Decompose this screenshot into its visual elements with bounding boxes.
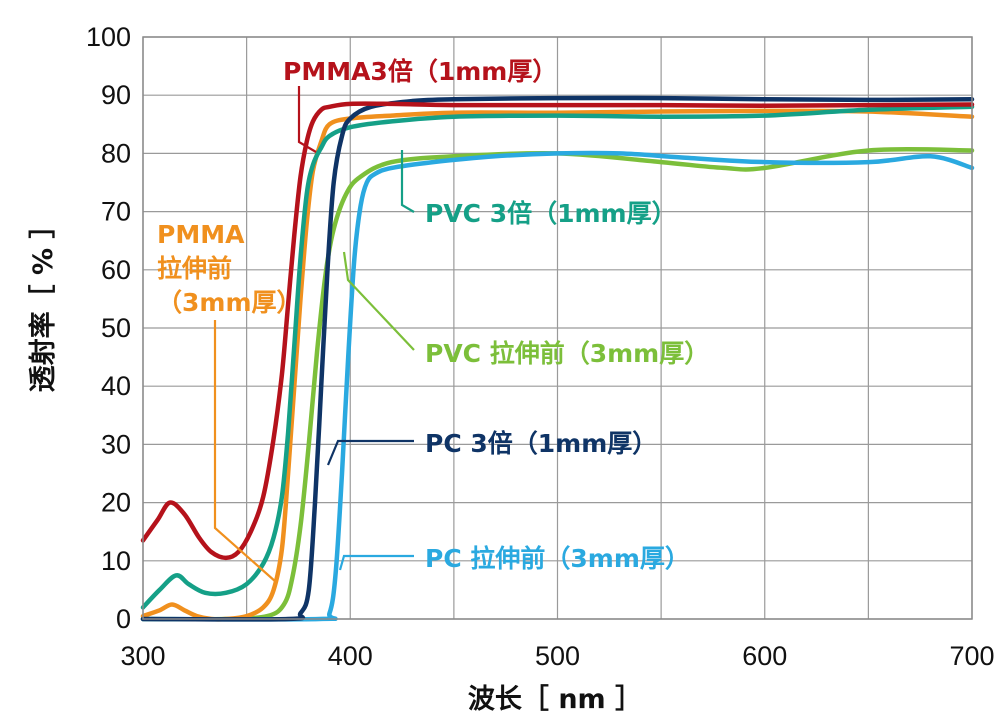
series-lines: [140, 95, 975, 622]
y-tick-label: 60: [101, 255, 131, 285]
series-line-3: [140, 146, 975, 622]
axis-tick-labels: 0 10 20 30 40 50 60 70 80 90 100 300 400 500 600 700: [86, 22, 995, 671]
y-tick-label: 40: [101, 371, 131, 401]
leader-line-1: [213, 320, 277, 583]
leader-line-0: [297, 86, 317, 153]
y-tick-label: 70: [101, 197, 131, 227]
annotation-leader-lines: [213, 86, 415, 583]
y-axis-title: 透射率［ % ］: [27, 212, 59, 393]
x-tick-label: 300: [120, 641, 165, 671]
series-line-0: [140, 101, 975, 561]
leader-line-2: [400, 150, 415, 213]
leader-line-4: [326, 439, 414, 466]
leader-line-3: [342, 251, 415, 351]
y-tick-label: 30: [101, 429, 131, 459]
series-label-2: PVC 3倍（1mm厚）: [425, 199, 677, 228]
x-tick-label: 500: [535, 641, 580, 671]
series-label-3: PVC 拉伸前（3mm厚）: [425, 339, 709, 368]
series-label-5: PC 拉伸前（3mm厚）: [425, 544, 690, 573]
leader-line-5: [338, 554, 414, 571]
x-tick-label: 700: [949, 641, 994, 671]
x-tick-label: 600: [742, 641, 787, 671]
y-tick-label: 90: [101, 80, 131, 110]
series-label-4: PC 3倍（1mm厚）: [425, 429, 657, 458]
x-tick-label: 400: [328, 641, 373, 671]
series-label-1: （3mm厚）: [157, 288, 302, 317]
y-tick-label: 20: [101, 488, 131, 518]
series-label-1: PMMA: [157, 220, 245, 249]
y-tick-label: 80: [101, 138, 131, 168]
y-tick-label: 10: [101, 546, 131, 576]
series-label-1: 拉伸前: [157, 254, 232, 283]
x-axis-title: 波长［ nm ］: [468, 684, 642, 715]
series-line-4: [140, 95, 975, 622]
series-annotations: PMMA3倍（1mm厚） PMMA 拉伸前 （3mm厚） PVC 3倍（1mm厚） PVC…: [157, 57, 709, 573]
series-label-0: PMMA3倍（1mm厚）: [283, 57, 557, 86]
series-line-2: [140, 104, 975, 610]
y-tick-label: 50: [101, 313, 131, 343]
series-line-5: [140, 150, 975, 622]
y-tick-label: 0: [116, 604, 131, 634]
plot-frame: [142, 36, 973, 620]
y-tick-label: 100: [86, 22, 131, 52]
